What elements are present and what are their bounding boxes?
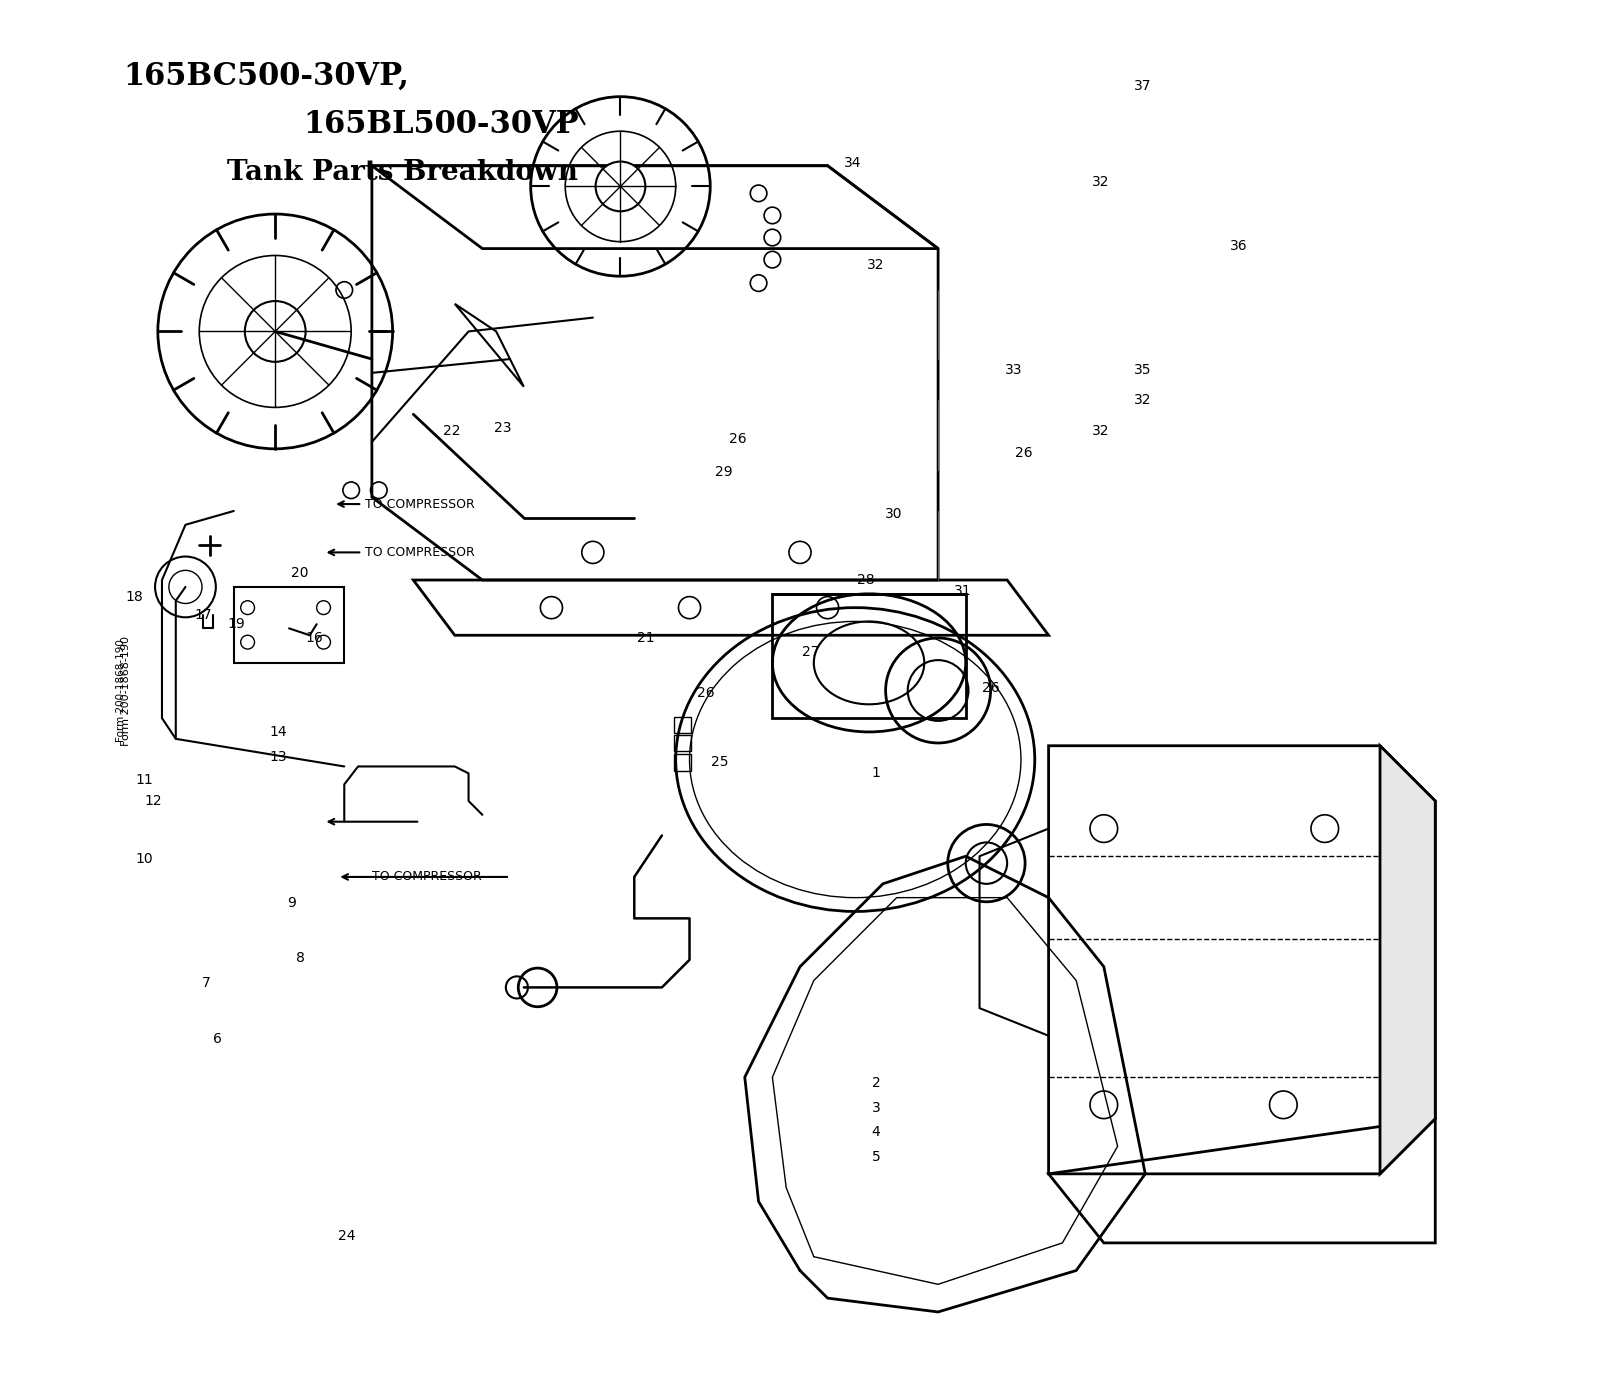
Ellipse shape xyxy=(814,621,925,704)
Text: 1: 1 xyxy=(872,766,880,780)
Ellipse shape xyxy=(773,594,966,732)
Text: 32: 32 xyxy=(1093,424,1110,438)
Polygon shape xyxy=(1381,746,1435,1174)
Text: 28: 28 xyxy=(858,573,875,587)
Text: 34: 34 xyxy=(843,156,861,170)
Text: 31: 31 xyxy=(954,584,971,598)
Text: 24: 24 xyxy=(338,1229,355,1243)
Circle shape xyxy=(595,162,645,211)
Text: 21: 21 xyxy=(637,631,654,645)
Text: 12: 12 xyxy=(146,794,163,808)
Text: 2: 2 xyxy=(872,1076,880,1090)
Text: 29: 29 xyxy=(715,465,733,479)
Text: 26: 26 xyxy=(730,432,747,446)
Text: 25: 25 xyxy=(710,755,728,769)
Text: 6: 6 xyxy=(213,1032,222,1045)
Bar xyxy=(674,735,691,751)
Text: 26: 26 xyxy=(698,686,715,700)
Text: TO COMPRESSOR: TO COMPRESSOR xyxy=(365,545,475,559)
Text: 9: 9 xyxy=(288,896,296,910)
Circle shape xyxy=(518,968,557,1007)
Text: 3: 3 xyxy=(872,1101,880,1114)
Text: 26: 26 xyxy=(982,681,1000,695)
Text: TO COMPRESSOR: TO COMPRESSOR xyxy=(365,497,475,511)
Text: 11: 11 xyxy=(134,773,154,787)
Bar xyxy=(674,754,691,771)
Text: 26: 26 xyxy=(1014,446,1032,460)
Bar xyxy=(773,594,966,718)
Text: Form 200-1868-190: Form 200-1868-190 xyxy=(120,635,131,746)
Text: 37: 37 xyxy=(1134,79,1152,93)
Text: 17: 17 xyxy=(195,608,213,621)
Text: 5: 5 xyxy=(872,1150,880,1164)
Text: 7: 7 xyxy=(202,976,211,990)
Text: 19: 19 xyxy=(227,617,245,631)
Text: 20: 20 xyxy=(291,566,309,580)
Bar xyxy=(234,587,344,663)
Text: 32: 32 xyxy=(867,258,885,272)
Text: 14: 14 xyxy=(269,725,286,739)
Text: 35: 35 xyxy=(1134,363,1152,377)
Text: 165BC500-30VP,: 165BC500-30VP, xyxy=(123,61,410,91)
Text: 30: 30 xyxy=(885,507,902,521)
Circle shape xyxy=(245,301,306,362)
Text: 13: 13 xyxy=(269,750,286,764)
Text: 27: 27 xyxy=(802,645,819,659)
Text: 32: 32 xyxy=(1093,175,1110,189)
Polygon shape xyxy=(454,304,523,387)
Text: 8: 8 xyxy=(296,952,304,965)
Text: 23: 23 xyxy=(494,421,512,435)
Text: Form 200-1868-190: Form 200-1868-190 xyxy=(115,639,125,742)
Text: 33: 33 xyxy=(1005,363,1022,377)
Text: 36: 36 xyxy=(1230,239,1248,253)
Text: 32: 32 xyxy=(1134,394,1152,407)
Text: 22: 22 xyxy=(443,424,461,438)
Text: 18: 18 xyxy=(125,590,144,603)
Text: Tank Parts Breakdown: Tank Parts Breakdown xyxy=(227,159,578,186)
Text: TO COMPRESSOR: TO COMPRESSOR xyxy=(371,870,482,884)
Text: 16: 16 xyxy=(306,631,323,645)
Text: 10: 10 xyxy=(136,852,154,866)
Bar xyxy=(674,717,691,733)
Text: 4: 4 xyxy=(872,1126,880,1139)
Text: 165BL500-30VP: 165BL500-30VP xyxy=(302,109,579,139)
